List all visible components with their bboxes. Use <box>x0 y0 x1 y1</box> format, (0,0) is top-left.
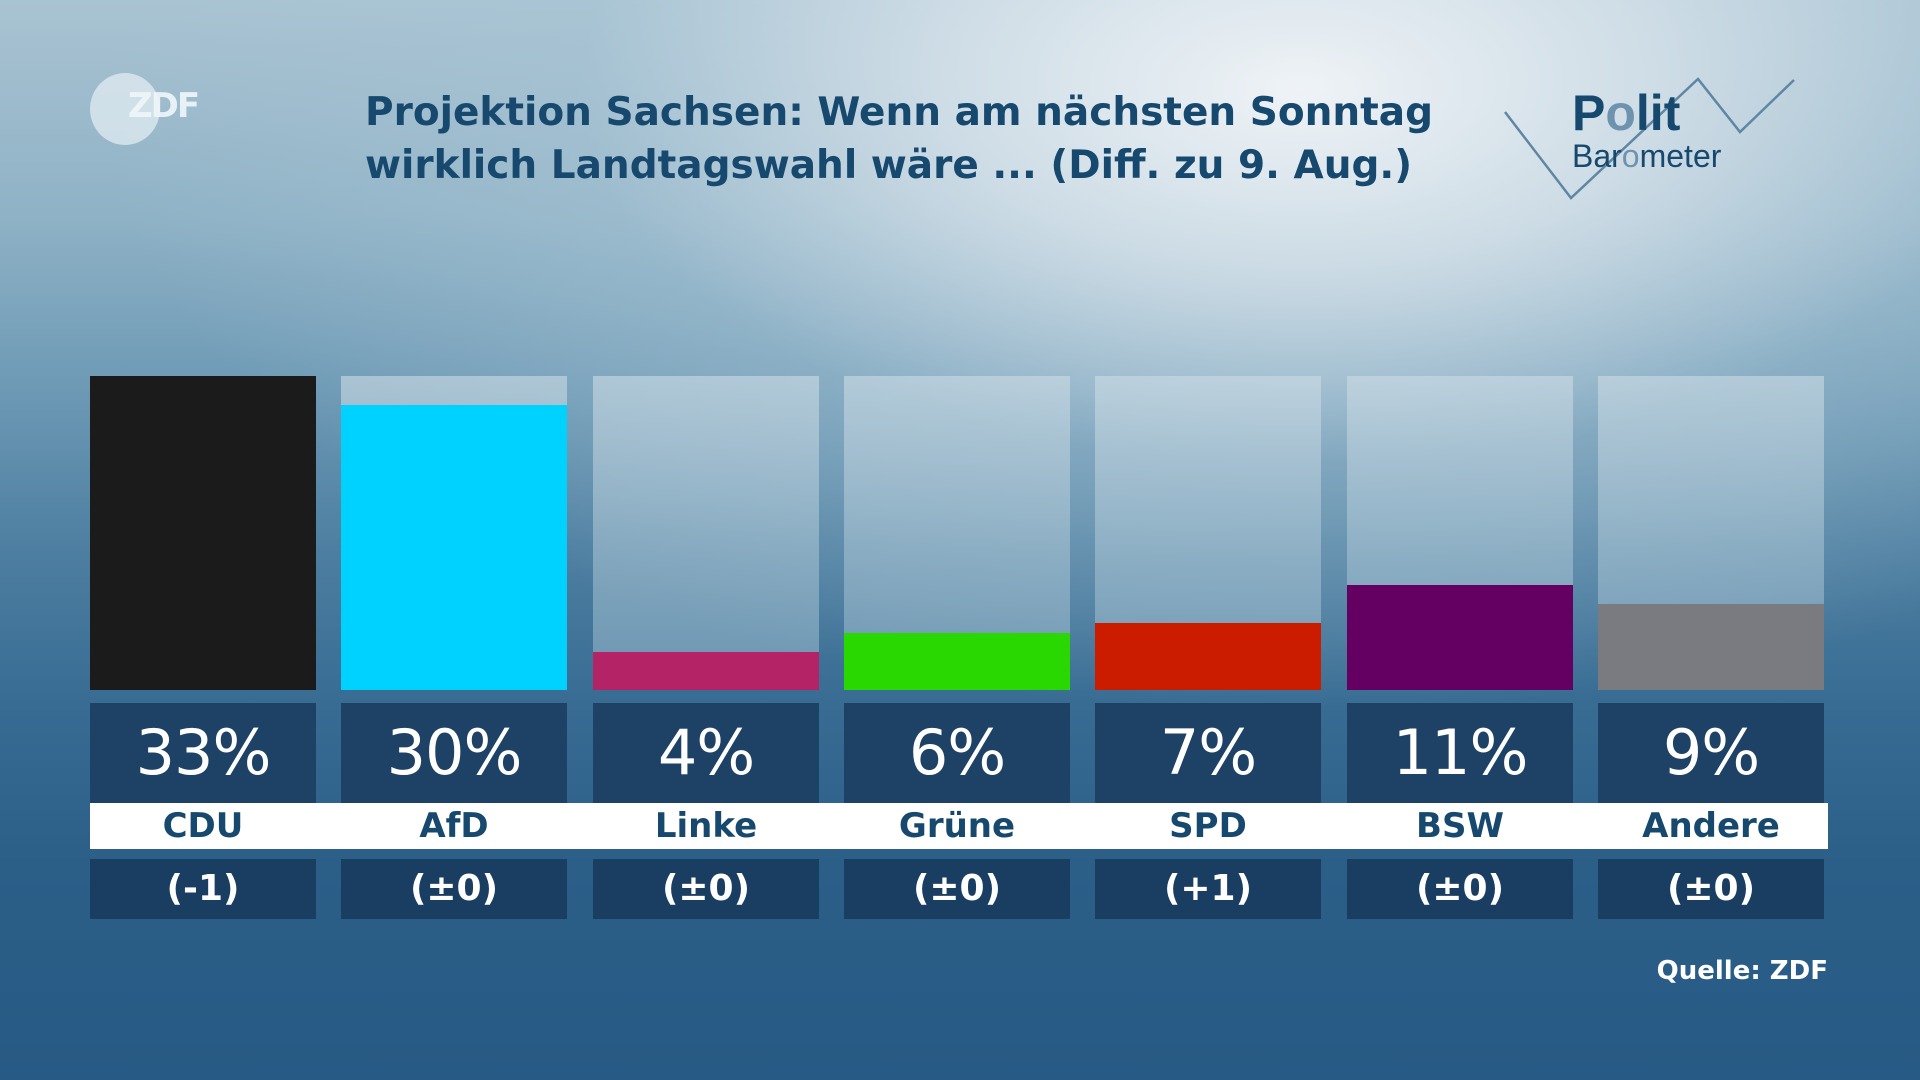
chart-title-line-1: Projektion Sachsen: Wenn am nächsten Son… <box>365 90 1434 135</box>
logo-accent-letter: o <box>1605 85 1636 141</box>
bar-track <box>1347 376 1573 690</box>
bar-bsw <box>1347 585 1573 690</box>
party-label-grune: Grüne <box>898 806 1016 846</box>
diff-label-cdu: (-1) <box>90 859 316 919</box>
bar-andere <box>1598 604 1824 690</box>
bar-afd <box>341 405 567 690</box>
zigzag-line-icon <box>1504 77 1795 200</box>
politbarometer-logo: Polit Barometer <box>1500 70 1810 210</box>
party-label-afd: AfD <box>419 806 489 846</box>
logo-accent-letter: o <box>1621 138 1640 174</box>
zdf-logo-oval <box>90 73 160 145</box>
bar-spd <box>1095 623 1321 690</box>
bar-track <box>1095 376 1321 690</box>
bar-cdu <box>90 376 316 690</box>
chart-title: Projektion Sachsen: Wenn am nächsten Son… <box>365 86 1445 192</box>
bar-track <box>341 376 567 690</box>
bar-track <box>90 376 316 690</box>
party-label-linke: Linke <box>654 806 758 846</box>
politbarometer-logo-polit: Polit <box>1572 88 1680 138</box>
chart-title-line-2: wirklich Landtagswahl wäre ... (Diff. zu… <box>365 143 1413 188</box>
zdf-logo-text: ZDF <box>128 86 200 126</box>
bar-linke <box>593 652 819 690</box>
party-label-andere: Andere <box>1642 806 1780 846</box>
value-label-cdu: 33% <box>90 703 316 803</box>
diff-label-spd: (+1) <box>1095 859 1321 919</box>
party-label-cdu: CDU <box>162 806 244 846</box>
diff-label-afd: (±0) <box>341 859 567 919</box>
diff-label-bsw: (±0) <box>1347 859 1573 919</box>
value-label-grune: 6% <box>844 703 1070 803</box>
barometer-text: Barometer <box>1572 138 1722 174</box>
value-label-bsw: 11% <box>1347 703 1573 803</box>
value-label-spd: 7% <box>1095 703 1321 803</box>
zdf-logo: ZDF <box>90 73 200 145</box>
diff-label-grune: (±0) <box>844 859 1070 919</box>
politbarometer-logo-barometer: Barometer <box>1572 140 1721 172</box>
party-label-bsw: BSW <box>1416 806 1504 846</box>
polit-text: Polit <box>1572 85 1681 141</box>
diff-label-andere: (±0) <box>1598 859 1824 919</box>
diff-label-linke: (±0) <box>593 859 819 919</box>
bar-track <box>593 376 819 690</box>
party-label-strip <box>90 803 1828 849</box>
value-label-andere: 9% <box>1598 703 1824 803</box>
value-label-linke: 4% <box>593 703 819 803</box>
bar-grune <box>844 633 1070 690</box>
source-note: Quelle: ZDF <box>1656 956 1828 986</box>
bar-track <box>844 376 1070 690</box>
value-label-afd: 30% <box>341 703 567 803</box>
bar-track <box>1598 376 1824 690</box>
party-label-spd: SPD <box>1169 806 1247 846</box>
